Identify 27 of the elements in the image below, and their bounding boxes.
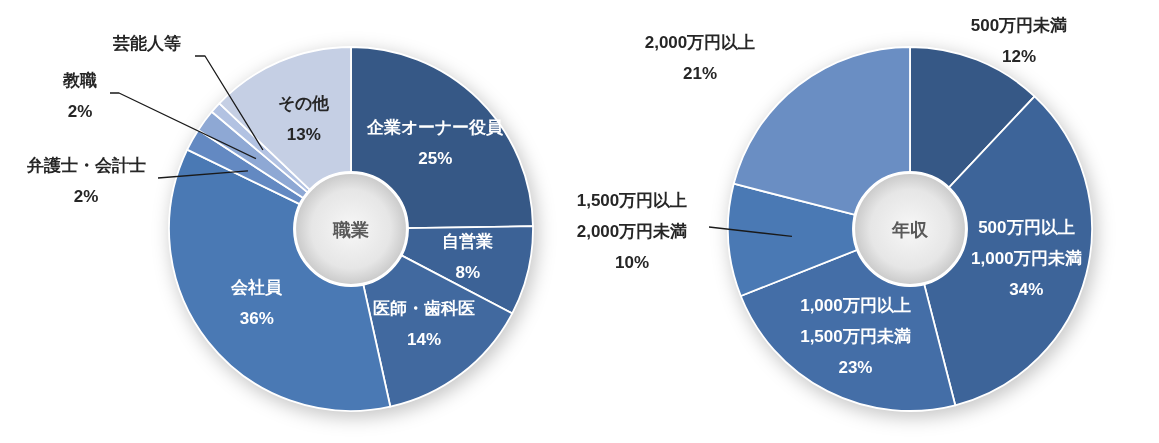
- slice-label: 1,500万円以上 2,000万円未満: [576, 190, 688, 241]
- data-label: 2%: [73, 186, 99, 206]
- slice-label: 医師・歯科医: [373, 299, 475, 319]
- slice-label: 教職: [62, 70, 97, 90]
- slice-label: 弁護士・会計士: [25, 155, 146, 175]
- data-label: 21%: [682, 63, 718, 83]
- slice-label: 500万円未満: [970, 15, 1068, 35]
- data-label: 23%: [838, 357, 873, 377]
- text: 職業: [332, 220, 369, 240]
- text: 年収: [891, 220, 929, 240]
- slice-label: 自営業: [442, 231, 494, 251]
- data-label: 10%: [614, 252, 650, 272]
- data-label: 25%: [418, 149, 453, 169]
- data-label: 36%: [239, 309, 274, 329]
- data-label: 13%: [286, 124, 321, 144]
- slice-label: 2,000万円以上: [644, 32, 756, 52]
- data-label: 34%: [1009, 280, 1044, 300]
- data-label: 14%: [406, 330, 442, 350]
- slice-label: 会社員: [230, 278, 284, 298]
- slice-label: その他: [278, 93, 331, 113]
- data-label: 8%: [455, 262, 481, 282]
- slice-label: 1,000万円以上 1,500万円未満: [800, 295, 911, 346]
- data-label: 2%: [67, 101, 93, 121]
- slice-label: 500万円以上 1,000万円未満: [971, 218, 1082, 269]
- slice-label: 企業オーナー役員: [366, 118, 505, 138]
- data-label: 12%: [1001, 46, 1037, 66]
- slice-label: 芸能人等: [112, 33, 181, 53]
